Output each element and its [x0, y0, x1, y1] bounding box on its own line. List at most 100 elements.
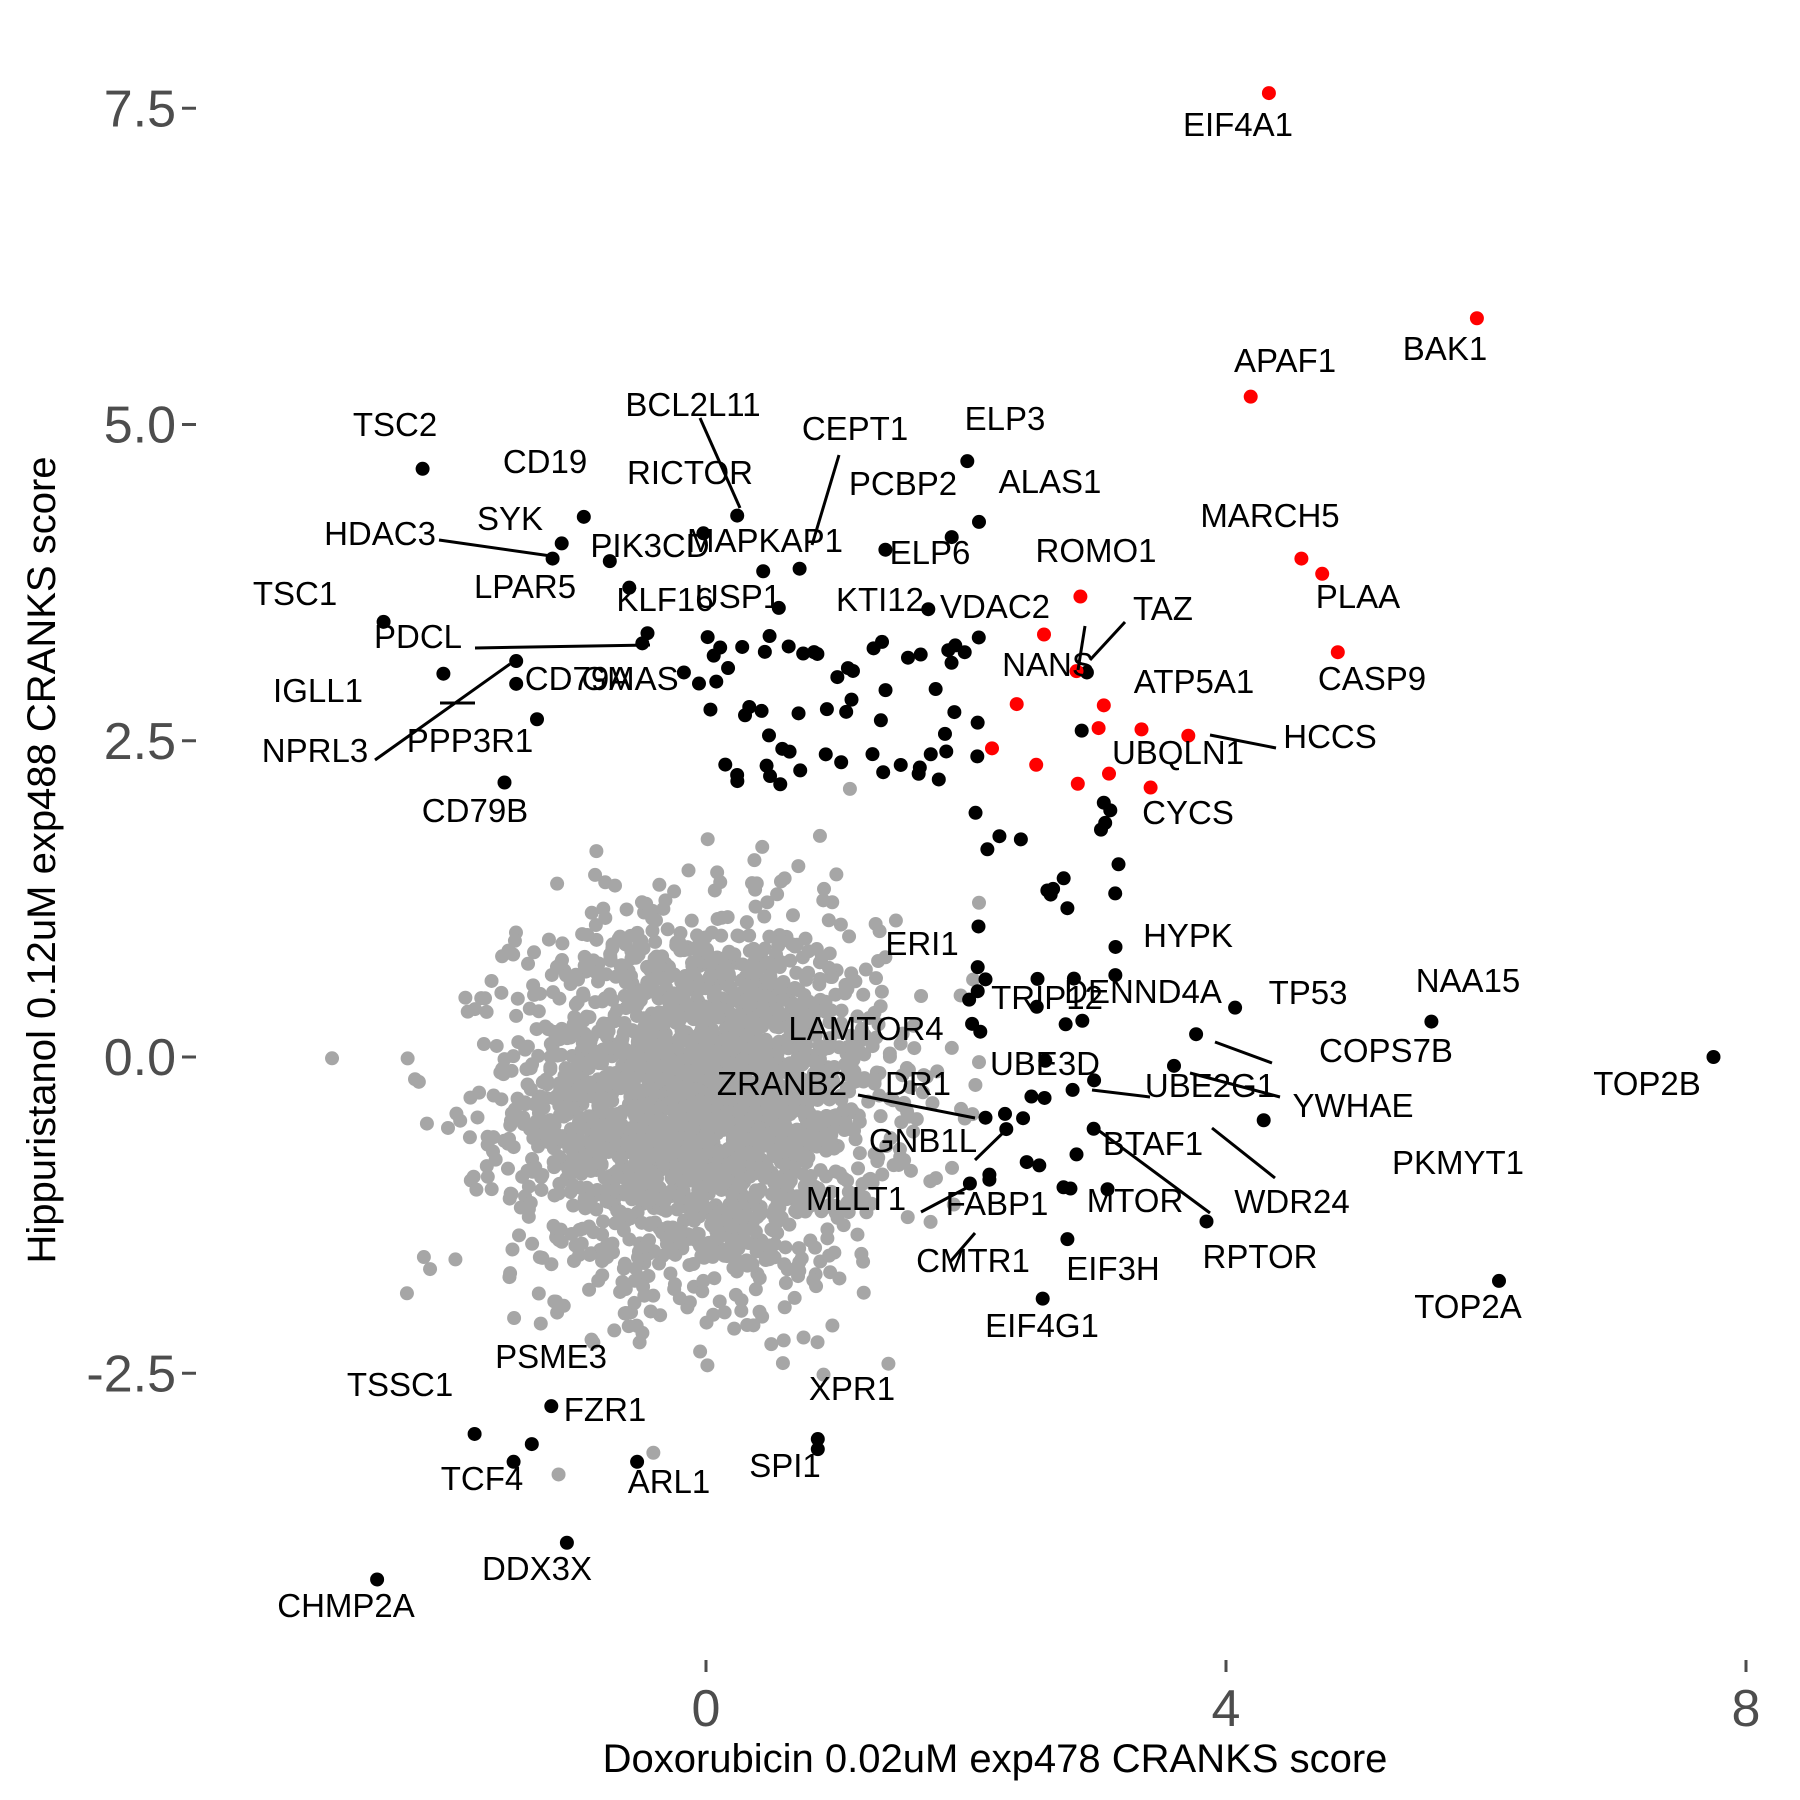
point-label: TP53 — [1269, 974, 1348, 1011]
leader-line — [1097, 1128, 1211, 1215]
gray-point — [718, 960, 733, 975]
gray-point — [674, 1110, 689, 1125]
black-point — [1069, 1147, 1084, 1162]
gray-point — [508, 1107, 523, 1122]
red-point — [1294, 551, 1309, 566]
gray-point — [727, 1321, 742, 1336]
gray-point — [480, 1169, 495, 1184]
gray-point — [705, 1179, 720, 1194]
gray-point — [660, 993, 675, 1008]
black-point — [761, 728, 776, 743]
gray-point — [686, 1012, 701, 1027]
gray-point — [521, 1179, 536, 1194]
gray-point — [656, 1151, 671, 1166]
gray-point — [789, 1134, 804, 1149]
black-point — [1492, 1273, 1506, 1288]
gray-point — [591, 1056, 606, 1071]
point-label: PDCL — [374, 618, 462, 655]
gray-point — [906, 1124, 921, 1139]
black-point — [1167, 1058, 1181, 1073]
gray-point — [734, 1293, 749, 1308]
gray-point — [749, 1104, 764, 1119]
gray-point — [734, 1014, 749, 1029]
gray-point — [778, 1276, 793, 1291]
gray-point — [928, 1171, 943, 1186]
red-point — [1073, 589, 1088, 604]
gray-point — [543, 1049, 558, 1064]
point-label: RPTOR — [1203, 1238, 1318, 1275]
point-label: SPI1 — [749, 1447, 821, 1484]
gray-point — [684, 913, 699, 928]
gray-point — [663, 1266, 678, 1281]
gray-point — [703, 969, 718, 984]
point-label: HDAC3 — [324, 515, 436, 552]
gray-point — [555, 936, 570, 951]
leader-line — [1209, 733, 1277, 750]
gray-point — [647, 955, 662, 970]
black-point — [923, 747, 938, 762]
gray-point — [747, 853, 762, 868]
gray-point — [828, 1164, 843, 1179]
gray-point — [551, 1131, 566, 1146]
gray-point — [608, 878, 623, 893]
leader-line — [1091, 1088, 1151, 1099]
black-point — [998, 1106, 1012, 1121]
gray-point — [596, 1214, 611, 1229]
gray-point — [674, 940, 689, 955]
gray-point — [821, 960, 836, 975]
gray-point — [785, 908, 800, 923]
gray-point — [515, 1169, 530, 1184]
gray-point — [675, 1236, 690, 1251]
gray-point — [733, 1179, 748, 1194]
gray-point — [687, 1199, 702, 1214]
gray-point — [633, 1121, 648, 1136]
black-point — [1075, 1013, 1090, 1028]
black-points-layer — [370, 454, 1721, 1587]
black-point — [878, 542, 893, 557]
point-label: USP1 — [695, 578, 781, 615]
point-label: ALAS1 — [999, 463, 1102, 500]
gray-point — [494, 985, 509, 1000]
gray-point — [873, 999, 888, 1014]
point-label: PLAA — [1316, 578, 1400, 615]
gray-point — [652, 1256, 667, 1271]
black-point — [1256, 1113, 1271, 1128]
gray-point — [506, 947, 521, 962]
gray-point — [806, 1195, 821, 1210]
gray-point — [966, 972, 981, 987]
gray-point — [783, 1173, 798, 1188]
gray-point — [523, 1082, 538, 1097]
point-label: YWHAE — [1292, 1087, 1413, 1124]
gray-point — [888, 913, 903, 928]
gray-point — [700, 832, 715, 847]
gray-point — [751, 945, 766, 960]
gray-point — [746, 1039, 761, 1054]
gray-point — [690, 978, 705, 993]
gray-point — [726, 1260, 741, 1275]
black-point — [982, 1167, 997, 1182]
gray-point — [812, 971, 827, 986]
leader-line — [438, 538, 559, 559]
gray-point — [591, 974, 606, 989]
black-point — [691, 676, 706, 691]
gray-point — [761, 955, 776, 970]
point-label: EIF3H — [1066, 1250, 1160, 1287]
gray-point — [614, 958, 629, 973]
black-point — [1086, 1121, 1101, 1136]
black-point — [970, 960, 985, 975]
gray-point — [789, 982, 804, 997]
gray-point — [782, 1056, 797, 1071]
leader-line — [1214, 1040, 1273, 1065]
gray-point — [968, 1077, 983, 1092]
gray-point — [806, 1015, 821, 1030]
gray-point — [648, 1168, 663, 1183]
black-point — [900, 650, 915, 665]
gray-point — [419, 1116, 434, 1131]
black-point — [791, 706, 806, 721]
gray-point — [575, 927, 590, 942]
point-label: UBE3D — [990, 1045, 1100, 1082]
y-axis-title: Hippuristanol 0.12uM exp488 CRANKS score — [20, 456, 64, 1263]
gray-point — [507, 933, 522, 948]
gray-point — [460, 1004, 475, 1019]
leader-line — [698, 417, 742, 509]
